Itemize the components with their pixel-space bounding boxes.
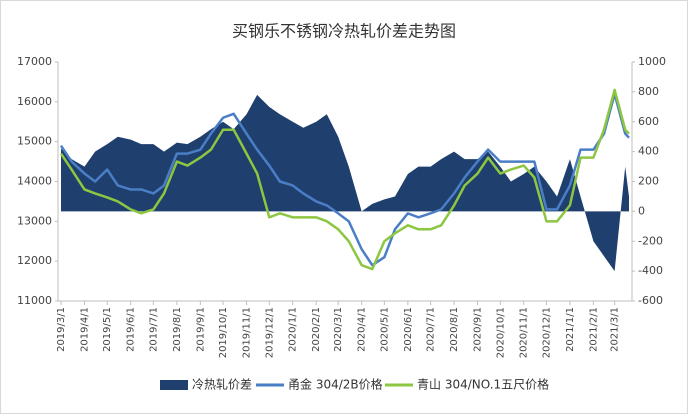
y2-tick-label: 0 [638,204,645,217]
y2-tick-label: -600 [638,294,663,307]
y2-tick-label: -200 [638,234,663,247]
legend-label: 冷热轧价差 [192,378,252,392]
x-tick-label: 2019/7/1 [148,307,159,352]
x-tick-label: 2020/3/1 [333,307,344,352]
y2-tick-label: 1000 [638,55,666,68]
x-tick-label: 2020/5/1 [379,307,390,352]
x-tick-label: 2019/4/1 [79,307,90,352]
x-tick-label: 2020/8/1 [449,307,460,352]
y2-tick-label: -400 [638,264,663,277]
x-tick-label: 2019/5/1 [102,307,113,352]
line [59,88,630,271]
x-tick-label: 2020/9/1 [473,307,484,352]
y-tick-label: 11000 [17,294,52,307]
y2-tick-label: 600 [638,115,659,128]
x-tick-label: 2020/10/1 [495,307,506,358]
x-tick-label: 2019/3/1 [56,307,67,352]
area [61,94,629,272]
y-tick-label: 12000 [17,254,52,267]
legend-label: 青山 304/NO.1五尺价格 [417,377,549,392]
y2-tick-label: 200 [638,175,659,188]
x-tick-label: 2019/8/1 [172,307,183,352]
x-tick-label: 2019/11/1 [242,307,253,358]
x-tick-label: 2020/4/1 [357,307,368,352]
y2-tick-label: 400 [638,145,659,158]
legend-label: 甬金 304/2B价格 [288,377,383,392]
x-tick-label: 2019/6/1 [126,307,137,352]
x-tick-label: 2020/6/1 [403,307,414,352]
x-tick-label: 2020/7/1 [426,307,437,352]
y-tick-label: 14000 [17,175,52,188]
y-tick-label: 13000 [17,214,52,227]
x-tick-label: 2019/9/1 [195,307,206,352]
x-tick-label: 2020/12/1 [541,307,552,358]
legend-swatch [160,380,188,390]
y-tick-label: 16000 [17,95,52,108]
chart-title: 买钢乐不锈钢冷热轧价差走势图 [232,22,456,41]
line [59,92,630,267]
x-tick-label: 2021/2/1 [588,307,599,352]
y-tick-label: 17000 [17,55,52,68]
x-tick-label: 2019/10/1 [218,307,229,358]
x-tick-label: 2021/3/1 [610,307,621,352]
x-tick-label: 2020/2/1 [311,307,322,352]
x-tick-label: 2021/1/1 [565,307,576,352]
x-tick-label: 2020/1/1 [288,307,299,352]
y-tick-label: 15000 [17,135,52,148]
x-tick-label: 2019/12/1 [264,307,275,358]
y2-tick-label: 800 [638,85,659,98]
x-tick-label: 2020/11/1 [519,307,530,358]
